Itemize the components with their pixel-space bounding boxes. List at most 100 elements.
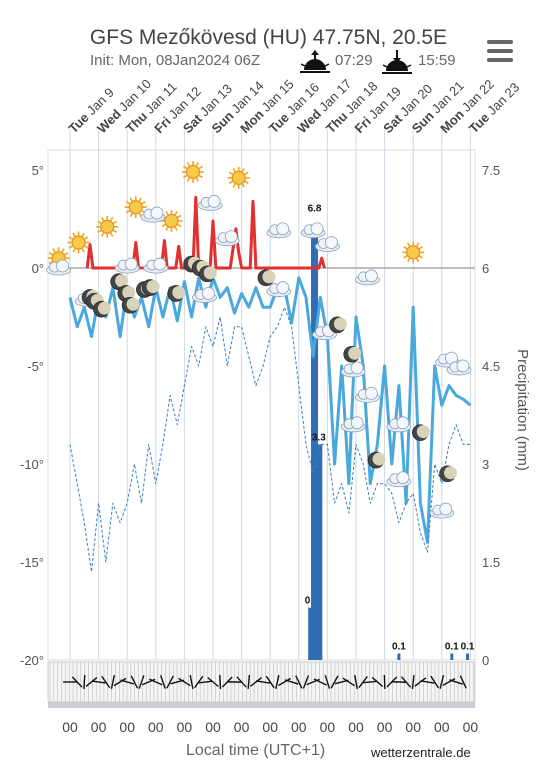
wind-arrow — [221, 676, 233, 688]
wind-arrow — [207, 676, 219, 688]
left-tick-label: -5° — [27, 359, 44, 374]
wind-arrow — [194, 675, 204, 689]
left-tick-label: -10° — [20, 457, 44, 472]
left-tick-label: -20° — [20, 653, 44, 668]
wind-arrow — [354, 674, 358, 690]
precip-bar — [397, 653, 401, 660]
hour-label: 00 — [262, 719, 278, 735]
wind-strip-border — [48, 702, 475, 708]
wind-arrow — [284, 679, 299, 685]
cloud-icon — [446, 359, 472, 376]
wind-arrow — [442, 677, 456, 687]
plot-frame — [47, 149, 476, 661]
series-line-2 — [69, 306, 471, 573]
wind-arrow — [313, 678, 327, 686]
sun-icon — [67, 231, 90, 254]
right-tick-label: 0 — [482, 653, 489, 668]
moon-icon — [343, 345, 362, 363]
source-credit[interactable]: wetterzentrale.de — [371, 745, 471, 760]
sunset-time: 15:59 — [418, 52, 456, 69]
right-axis: 7.5 6 4.5 3 1.5 0 — [482, 163, 500, 668]
chart-title: GFS Mezőkövesd (HU) 47.75N, 20.5E — [89, 26, 448, 49]
wind-arrow — [459, 675, 467, 689]
hour-label: 00 — [320, 719, 336, 735]
sun-icon — [160, 209, 183, 232]
moon-icon — [93, 300, 111, 318]
wind-arrow — [71, 676, 83, 688]
hour-label: 00 — [205, 719, 221, 735]
cloud-icon — [300, 222, 326, 239]
x-axis-label: Local time (UTC+1) — [186, 742, 326, 759]
wind-arrow — [278, 677, 291, 687]
hour-labels: 00 00 00 00 00 00 00 00 00 00 00 00 00 00 00 — [62, 719, 478, 735]
cloud-icon — [46, 259, 71, 276]
precip-bar — [311, 235, 319, 661]
sun-icon — [227, 166, 250, 189]
wind-arrow — [439, 675, 445, 689]
moon-icon — [439, 465, 458, 483]
right-tick-label: 3 — [482, 457, 489, 472]
right-tick-label: 6 — [482, 261, 489, 276]
wind-arrow — [198, 680, 213, 684]
wind-arrow — [302, 675, 310, 689]
moon-icon — [329, 316, 347, 334]
wind-arrow — [130, 675, 139, 689]
moon-icon — [412, 424, 430, 441]
cloud-icon — [429, 502, 455, 519]
wind-arrow — [420, 680, 435, 684]
hour-label: 00 — [348, 719, 364, 735]
left-tick-label: 5° — [32, 163, 44, 178]
moon-icon — [121, 296, 140, 314]
precip-label: 3.3 — [312, 432, 326, 443]
series-line-0 — [68, 276, 472, 544]
cloud-icon — [266, 281, 292, 297]
wind-arrow — [256, 680, 271, 684]
sun-icon — [124, 196, 147, 219]
sunrise-icon — [300, 50, 330, 73]
hour-label: 00 — [463, 719, 479, 735]
hour-label: 00 — [148, 719, 164, 735]
hour-label: 00 — [434, 719, 450, 735]
hour-label: 00 — [377, 719, 393, 735]
wind-arrow — [120, 679, 135, 685]
precip-bar — [450, 653, 454, 660]
wind-arrow — [149, 678, 163, 686]
hamburger-menu-icon[interactable] — [487, 40, 513, 62]
cloud-icon — [340, 361, 366, 378]
right-tick-label: 1.5 — [482, 555, 500, 570]
wind-arrow — [400, 676, 412, 688]
wind-arrow — [110, 675, 116, 689]
cloud-icon — [386, 416, 412, 433]
precip-bar — [466, 653, 470, 660]
wind-arrow — [371, 676, 384, 688]
cloud-icon — [314, 236, 340, 252]
sunrise-time: 07:29 — [335, 52, 373, 69]
hour-label: 00 — [91, 719, 107, 735]
cloud-icon — [355, 269, 380, 286]
wind-arrow — [414, 677, 427, 687]
sun-icon — [181, 160, 204, 183]
wind-arrow — [430, 675, 440, 689]
moon-icon — [198, 265, 217, 283]
wind-arrow — [386, 676, 398, 688]
moon-icon — [367, 451, 386, 469]
sunset-icon — [382, 50, 412, 74]
wind-arrow — [358, 675, 368, 689]
wind-arrow — [330, 675, 339, 689]
wind-arrow — [85, 677, 98, 687]
cloud-icon — [114, 257, 140, 274]
wind-arrow — [189, 674, 194, 690]
right-tick-label: 7.5 — [482, 163, 500, 178]
wind-arrow — [91, 680, 106, 684]
cloud-icon — [140, 206, 166, 223]
hour-label: 00 — [291, 719, 307, 735]
hour-label: 00 — [62, 719, 78, 735]
cloud-icon — [340, 416, 366, 433]
wind-arrow — [247, 674, 251, 690]
cloud-icon — [192, 287, 217, 303]
wind-arrow — [449, 679, 463, 685]
sun-icon — [96, 215, 119, 238]
wind-arrow — [178, 677, 191, 687]
sun-icon — [402, 241, 425, 264]
